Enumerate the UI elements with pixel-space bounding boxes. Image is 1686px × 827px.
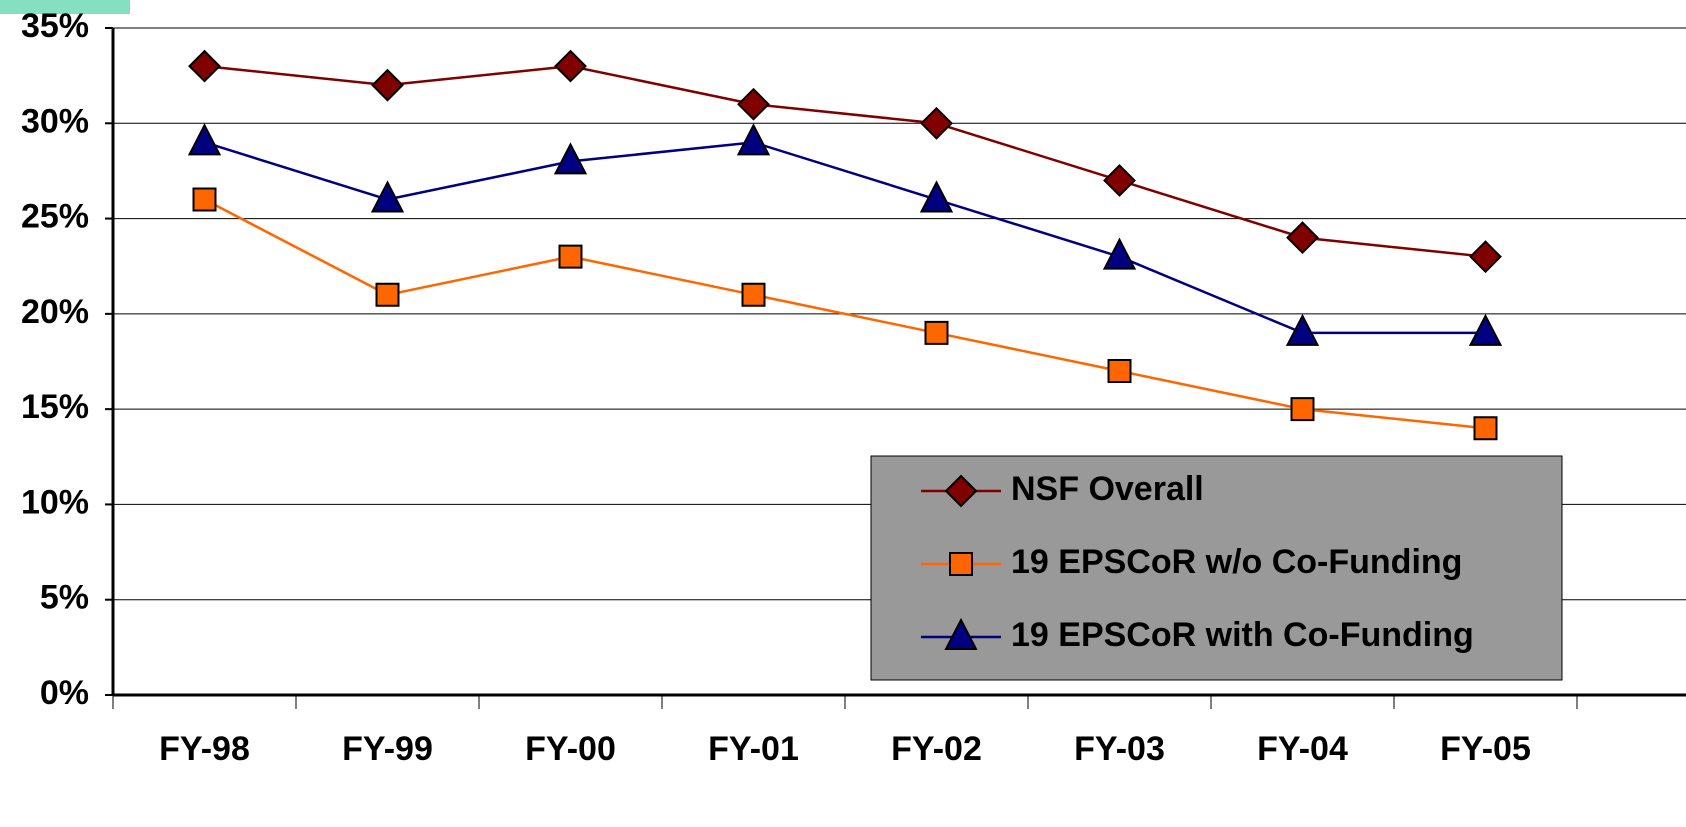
x-tick-label: FY-02 [891, 730, 982, 768]
marker [1468, 313, 1503, 346]
y-tick-label: 20% [21, 293, 89, 331]
marker [1469, 240, 1502, 274]
marker [558, 244, 583, 269]
y-tick-label: 0% [40, 674, 89, 712]
marker [370, 180, 405, 213]
marker [1290, 397, 1315, 422]
corner-decoration [0, 0, 130, 14]
marker [944, 474, 978, 508]
marker [553, 142, 588, 175]
x-tick-label: FY-03 [1074, 730, 1165, 768]
legend-label: NSF Overall [1011, 470, 1204, 508]
marker [188, 49, 221, 83]
marker [924, 320, 949, 345]
series-line [204, 64, 1486, 258]
marker [1102, 237, 1137, 270]
marker [1473, 416, 1498, 441]
marker [187, 123, 222, 156]
marker [371, 68, 404, 102]
marker [949, 552, 973, 576]
y-tick-label: 5% [40, 579, 89, 617]
legend-label: 19 EPSCoR with Co-Funding [1011, 616, 1474, 654]
series-line [204, 141, 1486, 335]
marker [554, 49, 587, 83]
x-tick-label: FY-04 [1257, 730, 1348, 768]
marker [1103, 164, 1136, 197]
y-tick-label: 30% [21, 102, 89, 140]
y-tick-label: 35% [21, 7, 89, 45]
marker [920, 106, 953, 140]
marker [944, 617, 978, 650]
y-tick-label: 10% [21, 483, 89, 521]
marker [736, 123, 771, 156]
y-tick-label: 25% [21, 198, 89, 236]
marker [1286, 221, 1319, 255]
marker [919, 180, 954, 213]
marker [1107, 359, 1132, 384]
y-tick-label: 15% [21, 388, 89, 426]
x-tick-label: FY-01 [708, 730, 799, 768]
series-line [203, 198, 1486, 430]
legend-label: 19 EPSCoR w/o Co-Funding [1011, 543, 1462, 581]
x-tick-label: FY-99 [342, 730, 433, 768]
x-tick-label: FY-98 [159, 730, 250, 768]
marker [192, 187, 217, 212]
x-tick-label: FY-05 [1440, 730, 1531, 768]
marker [375, 282, 400, 307]
marker [1285, 313, 1320, 346]
x-tick-label: FY-00 [525, 730, 616, 768]
legend-box [870, 455, 1563, 681]
marker [737, 87, 770, 121]
marker [741, 282, 766, 307]
